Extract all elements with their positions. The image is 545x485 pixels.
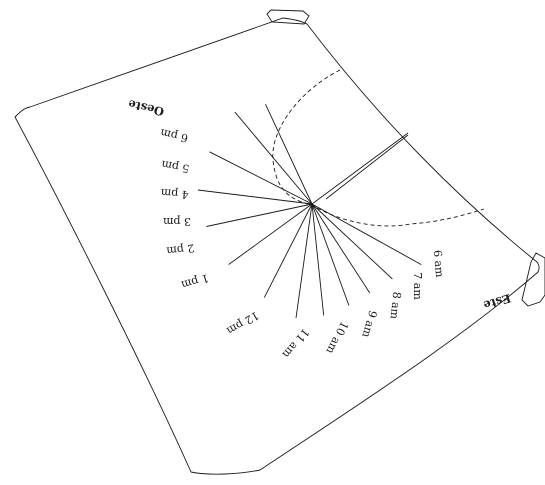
hour-label-13: 1 pm	[179, 271, 210, 291]
hour-label-6: 6 am	[431, 249, 446, 278]
dashed-arc	[272, 69, 485, 227]
hour-line-10	[311, 203, 325, 316]
hour-label-7: 7 am	[411, 272, 424, 300]
hour-label-17: 5 pm	[160, 158, 190, 176]
paper-sheet	[14, 17, 540, 475]
west-label: Oeste	[127, 97, 166, 119]
hour-label-15: 3 pm	[162, 215, 191, 228]
gnomon-line-upper	[311, 132, 409, 205]
hour-line-18	[265, 104, 313, 205]
hour-line-13	[228, 203, 313, 265]
hour-label-8: 8 am	[388, 291, 404, 320]
hour-line-9	[311, 203, 350, 306]
hour-line-11	[295, 203, 313, 318]
hour-label-10: 10 am	[323, 319, 350, 356]
hour-lines	[197, 104, 422, 318]
hour-line-12	[263, 203, 313, 298]
hour-line-7	[311, 203, 393, 280]
gnomon-line-lower	[325, 134, 409, 200]
hour-label-9: 9 am	[359, 309, 379, 340]
hour-label-14: 2 pm	[165, 241, 195, 257]
tape-top	[266, 9, 310, 25]
hour-label-18: 6 pm	[159, 126, 190, 145]
hour-line-15	[197, 189, 313, 205]
hour-line-14	[206, 203, 313, 227]
hour-line-16	[209, 151, 313, 205]
hour-line-17	[234, 111, 313, 205]
hour-label-12: 12 pm	[224, 309, 261, 338]
hour-line-8	[311, 203, 371, 294]
hour-line-6	[311, 203, 422, 265]
hour-label-16: 4 pm	[160, 186, 190, 201]
tape-right	[521, 252, 545, 307]
hour-labels: 6 pm 5 pm 4 pm 3 pm 2 pm 1 pm 12 pm 11 am 10 am 9…	[159, 126, 447, 361]
east-label: Este	[482, 291, 513, 313]
hour-label-11: 11 am	[279, 326, 311, 361]
